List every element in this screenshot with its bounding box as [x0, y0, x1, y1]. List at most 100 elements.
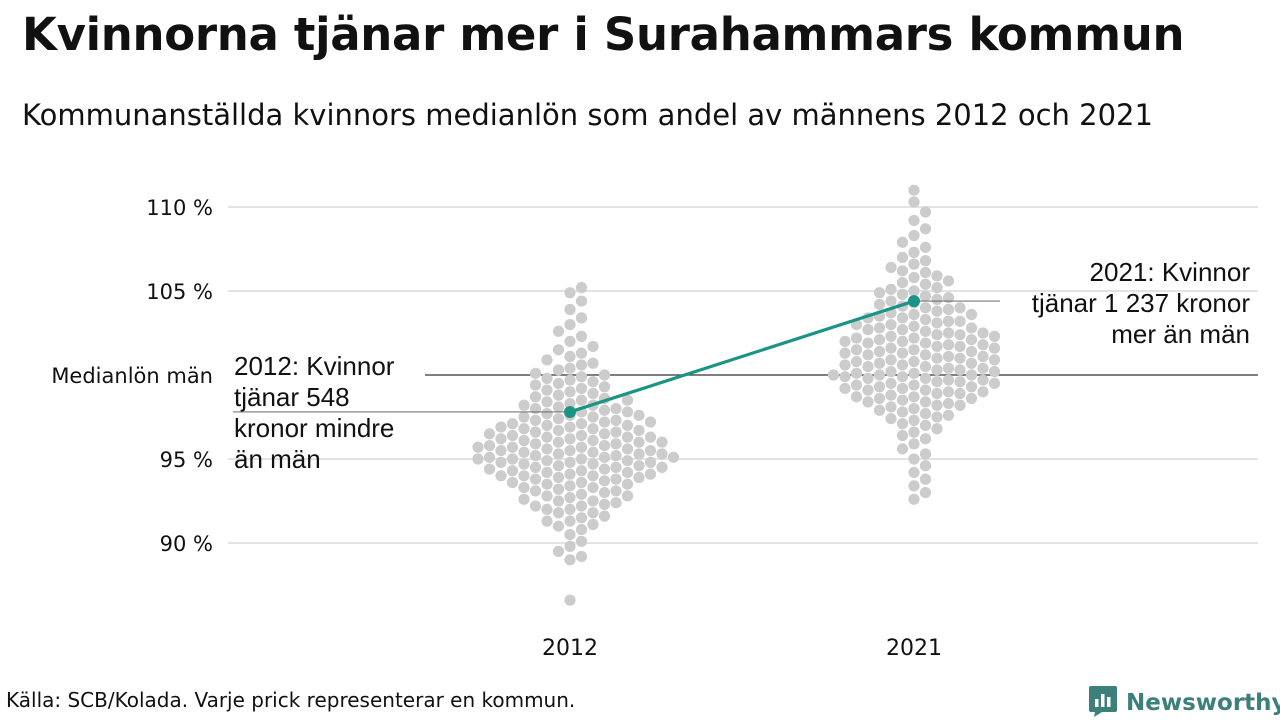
- data-point-2021: [988, 330, 1001, 342]
- data-point-2021: [919, 361, 932, 373]
- data-point-2012: [598, 369, 611, 381]
- data-point-2012: [587, 470, 599, 482]
- data-point-2021: [862, 361, 874, 373]
- data-point-2021: [977, 339, 989, 351]
- data-point-2012: [541, 396, 553, 408]
- data-point-2021: [896, 277, 909, 289]
- data-point-2012: [495, 421, 507, 433]
- data-point-2012: [518, 399, 530, 411]
- data-point-2021: [942, 327, 955, 339]
- data-point-2012: [575, 500, 588, 512]
- data-point-2021: [885, 319, 897, 331]
- data-point-2012: [518, 458, 530, 470]
- data-point-2021: [942, 350, 955, 363]
- data-point-2021: [919, 313, 932, 326]
- data-point-2012: [506, 465, 519, 477]
- data-point-2012: [575, 453, 588, 465]
- data-point-2012: [541, 490, 553, 502]
- data-point-2012: [495, 470, 507, 482]
- data-point-2021: [896, 251, 909, 263]
- data-point-2012: [541, 466, 553, 479]
- data-point-2012: [564, 468, 576, 480]
- data-point-2021: [908, 367, 920, 379]
- data-point-2012: [587, 518, 599, 531]
- data-point-2012: [552, 377, 565, 389]
- data-point-2012: [587, 340, 599, 353]
- data-point-2021: [965, 345, 978, 358]
- data-point-2021: [873, 287, 886, 299]
- data-point-2012: [587, 458, 599, 470]
- data-point-2012: [621, 419, 634, 431]
- data-point-2021: [850, 344, 863, 356]
- x-tick-label: 2021: [886, 636, 942, 661]
- data-point-2012: [621, 431, 634, 443]
- data-point-2021: [839, 347, 851, 359]
- data-point-2021: [942, 409, 955, 421]
- data-point-2012: [541, 478, 553, 490]
- data-point-2021: [942, 386, 955, 398]
- data-point-2012: [575, 382, 588, 395]
- annotation-2021-line: mer än män: [1111, 319, 1250, 349]
- data-point-2012: [518, 481, 530, 494]
- data-point-2012: [621, 490, 634, 502]
- data-point-2012: [656, 436, 668, 448]
- data-point-2012: [644, 416, 657, 428]
- data-point-2012: [644, 468, 657, 480]
- data-point-2021: [988, 342, 1001, 354]
- data-point-2012: [541, 515, 553, 527]
- data-point-2021: [839, 359, 851, 371]
- y-tick-label: 110 %: [146, 196, 213, 220]
- data-point-2021: [931, 364, 943, 376]
- data-point-2021: [919, 266, 932, 279]
- data-point-2012: [564, 287, 576, 299]
- data-point-2012: [598, 463, 611, 475]
- data-point-2021: [850, 391, 863, 403]
- data-point-2021: [931, 317, 943, 329]
- data-point-2021: [977, 374, 989, 386]
- data-point-2021: [885, 295, 897, 307]
- data-point-2012: [575, 512, 588, 524]
- data-point-2021: [931, 340, 943, 353]
- data-point-2021: [862, 349, 874, 361]
- data-point-2012: [610, 473, 622, 485]
- data-point-2021: [942, 292, 955, 304]
- data-point-2012: [575, 295, 588, 307]
- chart-title: Kvinnorna tjänar mer i Surahammars kommu…: [22, 8, 1185, 61]
- data-point-2021: [908, 453, 920, 465]
- data-point-2021: [919, 372, 932, 384]
- data-point-2021: [919, 337, 932, 349]
- data-point-2021: [908, 355, 920, 368]
- data-point-2021: [873, 381, 886, 393]
- data-point-2021: [896, 335, 909, 347]
- data-point-2021: [931, 423, 943, 435]
- data-point-2021: [908, 379, 920, 391]
- data-point-2021: [908, 480, 920, 492]
- data-point-2012: [575, 347, 588, 359]
- data-point-2021: [839, 335, 851, 347]
- data-point-2021: [862, 384, 874, 396]
- data-point-2021: [919, 460, 932, 472]
- data-point-2021: [919, 290, 932, 302]
- data-point-2012: [541, 354, 553, 366]
- data-point-2012: [529, 403, 542, 415]
- data-point-2021: [862, 324, 874, 336]
- data-point-2012: [621, 443, 634, 455]
- data-point-2021: [919, 433, 932, 445]
- data-point-2021: [908, 344, 920, 356]
- data-point-2012: [656, 448, 668, 460]
- data-point-2021: [988, 366, 1001, 378]
- data-point-2021: [919, 384, 932, 396]
- data-point-2012: [564, 303, 576, 316]
- data-point-2012: [610, 426, 622, 438]
- data-point-2012: [610, 403, 622, 415]
- brand-logo[interactable]: Newsworthy: [1088, 684, 1280, 722]
- data-point-2012: [529, 414, 542, 426]
- data-point-2012: [506, 429, 519, 442]
- x-tick-label: 2012: [542, 636, 598, 661]
- data-point-2012: [483, 463, 496, 475]
- data-point-2021: [839, 371, 851, 383]
- data-point-2021: [931, 399, 943, 411]
- annotation-2021-line: 2021: Kvinnor: [1090, 257, 1251, 287]
- data-point-2012: [506, 453, 519, 465]
- newsworthy-logo-icon: [1088, 684, 1118, 722]
